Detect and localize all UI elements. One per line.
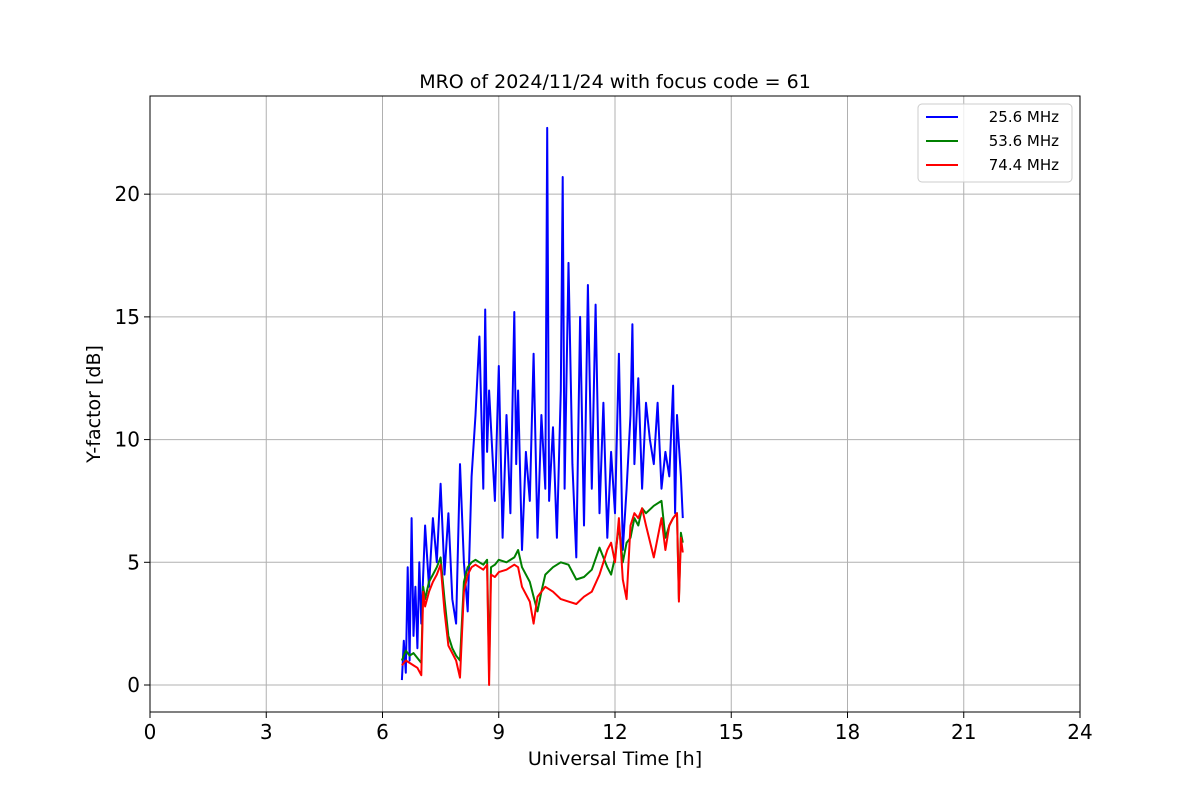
- x-tick-label: 0: [144, 720, 157, 744]
- y-tick-label: 20: [115, 182, 140, 206]
- legend-label-0: 25.6 MHz: [989, 108, 1059, 126]
- series-line-0: [400, 126, 684, 681]
- x-tick-label: 18: [835, 720, 860, 744]
- x-tick-label: 21: [951, 720, 976, 744]
- x-tick-label: 3: [260, 720, 273, 744]
- x-tick-label: 15: [719, 720, 744, 744]
- grid: [149, 96, 1081, 712]
- y-tick-label: 0: [127, 673, 140, 697]
- y-tick-label: 15: [115, 305, 140, 329]
- legend-box: [917, 103, 1073, 183]
- legend-label-2: 74.4 MHz: [989, 156, 1059, 174]
- x-tick-label: 6: [376, 720, 389, 744]
- series-layer: [400, 126, 684, 686]
- x-tick-label: 12: [602, 720, 627, 744]
- series-line-2: [401, 507, 684, 686]
- x-tick-label: 24: [1067, 720, 1092, 744]
- x-axis-label: Universal Time [h]: [528, 748, 702, 770]
- series-line-1: [400, 499, 684, 672]
- chart-title: MRO of 2024/11/24 with focus code = 61: [419, 71, 811, 93]
- y-axis-label: Y-factor [dB]: [83, 345, 105, 464]
- legend-label-1: 53.6 MHz: [989, 132, 1059, 150]
- x-tick-label: 9: [492, 720, 505, 744]
- y-tick-label: 5: [127, 550, 140, 574]
- legend: 25.6 MHz 53.6 MHz 74.4 MHz: [917, 103, 1073, 183]
- ticks: 0 3 6 9 12 15 18 21 24 0 5 10 15 20: [115, 182, 1093, 744]
- y-tick-label: 10: [115, 428, 140, 452]
